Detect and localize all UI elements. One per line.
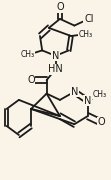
Text: O: O: [97, 117, 105, 127]
Text: N: N: [71, 87, 78, 97]
Text: Cl: Cl: [84, 14, 94, 24]
Text: CH₃: CH₃: [21, 50, 35, 59]
Text: O: O: [56, 2, 64, 12]
Text: HN: HN: [48, 64, 63, 74]
Text: N: N: [52, 51, 59, 61]
Text: CH₃: CH₃: [93, 90, 107, 99]
Text: CH₃: CH₃: [78, 30, 93, 39]
Text: O: O: [27, 75, 35, 85]
Text: N: N: [84, 96, 91, 106]
